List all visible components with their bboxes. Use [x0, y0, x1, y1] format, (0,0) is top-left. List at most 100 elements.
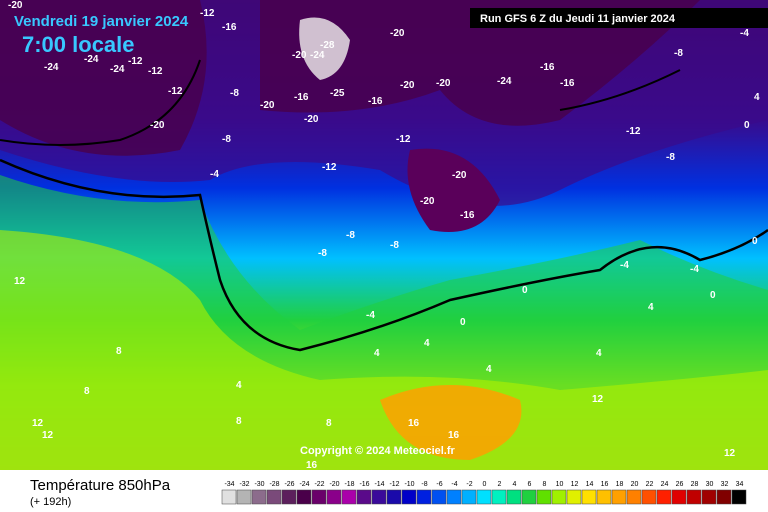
legend-label: -16	[359, 481, 369, 488]
contour-label: 8	[84, 386, 90, 397]
contour-label: -28	[320, 40, 335, 51]
contour-label: 0	[752, 236, 758, 247]
contour-label: -20	[260, 100, 275, 111]
contour-label: 16	[408, 418, 420, 429]
contour-label: 12	[592, 394, 604, 405]
contour-label: -12	[626, 126, 641, 137]
legend-label: 10	[556, 481, 564, 488]
legend-swatch	[686, 489, 702, 505]
legend-label: 28	[691, 481, 699, 488]
legend-label: -10	[404, 481, 414, 488]
legend-label: -32	[239, 481, 249, 488]
contour-label: 4	[754, 92, 760, 103]
zero-isotherm	[0, 158, 768, 352]
contour-label: 0	[522, 285, 528, 296]
legend-swatch	[446, 489, 462, 505]
legend-swatch	[341, 489, 357, 505]
contour-label: 0	[744, 120, 750, 131]
legend-label: -4	[451, 481, 457, 488]
legend-label: 14	[586, 481, 594, 488]
legend-label: 6	[528, 481, 532, 488]
legend-swatch	[506, 489, 522, 505]
contour-label: -8	[222, 134, 231, 145]
legend-label: 34	[736, 481, 744, 488]
legend-swatch	[401, 489, 417, 505]
legend-swatch	[611, 489, 627, 505]
legend-label: 20	[631, 481, 639, 488]
legend-swatch	[521, 489, 537, 505]
legend-label: 2	[498, 481, 502, 488]
legend-label: 32	[721, 481, 729, 488]
legend-swatch	[641, 489, 657, 505]
run-box	[470, 8, 768, 28]
forecast-time: 7:00 locale	[22, 32, 135, 57]
contour-label: -8	[674, 48, 683, 59]
legend-swatch	[416, 489, 432, 505]
contour-label: 0	[460, 317, 466, 328]
contour-label: 12	[32, 418, 44, 429]
legend-swatch	[266, 489, 282, 505]
legend-label: -22	[314, 481, 324, 488]
contour-label: -12	[322, 162, 337, 173]
legend-label: 16	[601, 481, 609, 488]
legend-swatch	[221, 489, 237, 505]
contour-label: 12	[14, 276, 26, 287]
contour-label: 8	[326, 418, 332, 429]
legend-swatch	[386, 489, 402, 505]
contour-label: -8	[230, 88, 239, 99]
legend-label: -14	[374, 481, 384, 488]
contour-label: 16	[448, 430, 460, 441]
legend-label: 26	[676, 481, 684, 488]
contour-label: -20	[420, 196, 435, 207]
contour-label: -20	[400, 80, 415, 91]
legend-label: 22	[646, 481, 654, 488]
contour-label: -20	[452, 170, 467, 181]
contour-label: -12	[148, 66, 163, 77]
contour-label: -24	[44, 62, 59, 73]
contour-label: -24	[84, 54, 99, 65]
legend-swatch	[656, 489, 672, 505]
run-info: Run GFS 6 Z du Jeudi 11 janvier 2024	[480, 13, 676, 25]
legend-swatch	[716, 489, 732, 505]
legend-swatch	[551, 489, 567, 505]
legend-swatch	[356, 489, 372, 505]
legend-swatch	[701, 489, 717, 505]
legend-swatch	[431, 489, 447, 505]
contour-label: -24	[497, 76, 512, 87]
legend-label: 8	[543, 481, 547, 488]
legend-swatch	[296, 489, 312, 505]
contour-label: -4	[740, 28, 749, 39]
contour-label: 4	[596, 348, 602, 359]
coldest-core	[299, 17, 350, 80]
legend-label: 30	[706, 481, 714, 488]
legend-label: -30	[254, 481, 264, 488]
forecast-date: Vendredi 19 janvier 2024	[14, 13, 189, 30]
contour-label: 4	[236, 380, 242, 391]
contour-label: -4	[366, 310, 375, 321]
contour-label: -8	[666, 152, 675, 163]
contour-label: -12	[168, 86, 183, 97]
legend-label: -18	[344, 481, 354, 488]
contour-label: -20	[8, 0, 23, 11]
contour-label: -16	[368, 96, 383, 107]
contour-label: -4	[620, 260, 629, 271]
legend-label: 0	[483, 481, 487, 488]
contour-label: -24	[310, 50, 325, 61]
contour-label: -20	[390, 28, 405, 39]
copyright: Copyright © 2024 Meteociel.fr	[300, 445, 456, 457]
contour-label: -8	[318, 248, 327, 259]
contour-label: -12	[200, 8, 215, 19]
legend-label: 24	[661, 481, 669, 488]
contour-label: -20	[436, 78, 451, 89]
legend-label: -24	[299, 481, 309, 488]
contour-label: -16	[294, 92, 309, 103]
contour-label: -20	[292, 50, 307, 61]
contour-label: -4	[690, 264, 699, 275]
cold-core	[407, 148, 500, 232]
contour-label: -25	[330, 88, 345, 99]
legend-label: -28	[269, 481, 279, 488]
warmest-region	[380, 385, 522, 460]
legend-swatch	[596, 489, 612, 505]
legend-swatch	[476, 489, 492, 505]
